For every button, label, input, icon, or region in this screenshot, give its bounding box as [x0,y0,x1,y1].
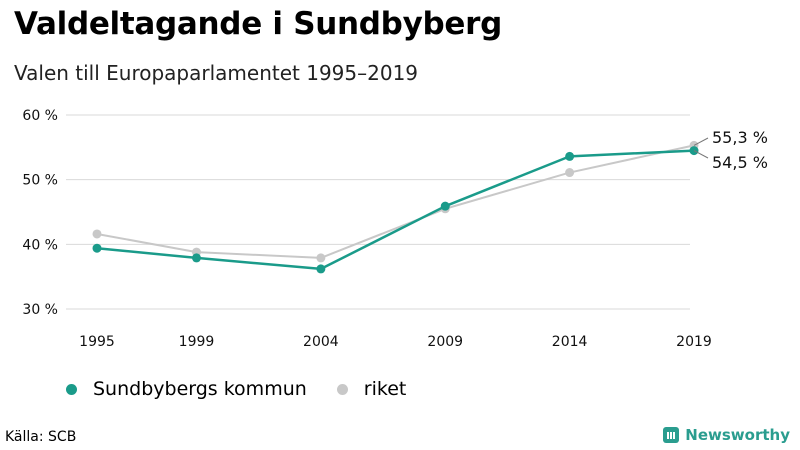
y-tick-label: 30 % [22,302,58,318]
legend-label-riket: riket [363,378,407,400]
brand-logo[interactable]: Newsworthy [663,426,790,444]
legend: Sundbybergs kommun riket [66,378,436,400]
y-tick-label: 50 % [22,173,58,189]
chart-subtitle: Valen till Europaparlamentet 1995–2019 [14,61,419,85]
end-label-riket: 55,3 % [712,128,768,147]
x-tick-label: 2014 [552,334,588,350]
data-point-sundbyberg [92,243,102,253]
newsworthy-icon [663,427,680,443]
x-tick-label: 2004 [303,334,339,350]
data-point-sundbyberg [440,201,450,211]
x-tick-label: 2019 [676,334,712,350]
x-tick-label: 2009 [427,334,463,350]
leader-line-riket [693,137,709,146]
x-tick-label: 1995 [79,334,115,350]
data-point-sundbyberg [316,264,326,274]
y-tick-label: 40 % [22,237,58,253]
source-note: Källa: SCB [5,429,77,445]
brand-name: Newsworthy [685,426,790,444]
series-line-riket [96,144,695,259]
line-chart: 30 % 40 % 50 % 60 % 1995 1999 2004 2009 2014 2019… [22,108,768,350]
series-line-sundbyberg [96,149,695,271]
leader-line-sundbyberg [693,150,709,159]
data-point-riket [316,253,326,263]
data-point-riket [92,229,102,239]
y-tick-label: 60 % [22,108,58,124]
legend-marker-sundbyberg [66,383,77,395]
x-tick-label: 1999 [179,334,215,350]
legend-marker-riket [336,383,348,395]
legend-item-sundbyberg: Sundbybergs kommun [66,378,307,400]
legend-item-riket: riket [336,378,407,400]
data-point-sundbyberg [192,253,201,263]
end-label-sundbyberg: 54,5 % [712,153,768,172]
chart-title: Valdeltagande i Sundbyberg [14,6,502,42]
legend-label-sundbyberg: Sundbybergs kommun [93,378,307,400]
data-point-riket [565,168,575,178]
data-point-sundbyberg [565,151,575,161]
